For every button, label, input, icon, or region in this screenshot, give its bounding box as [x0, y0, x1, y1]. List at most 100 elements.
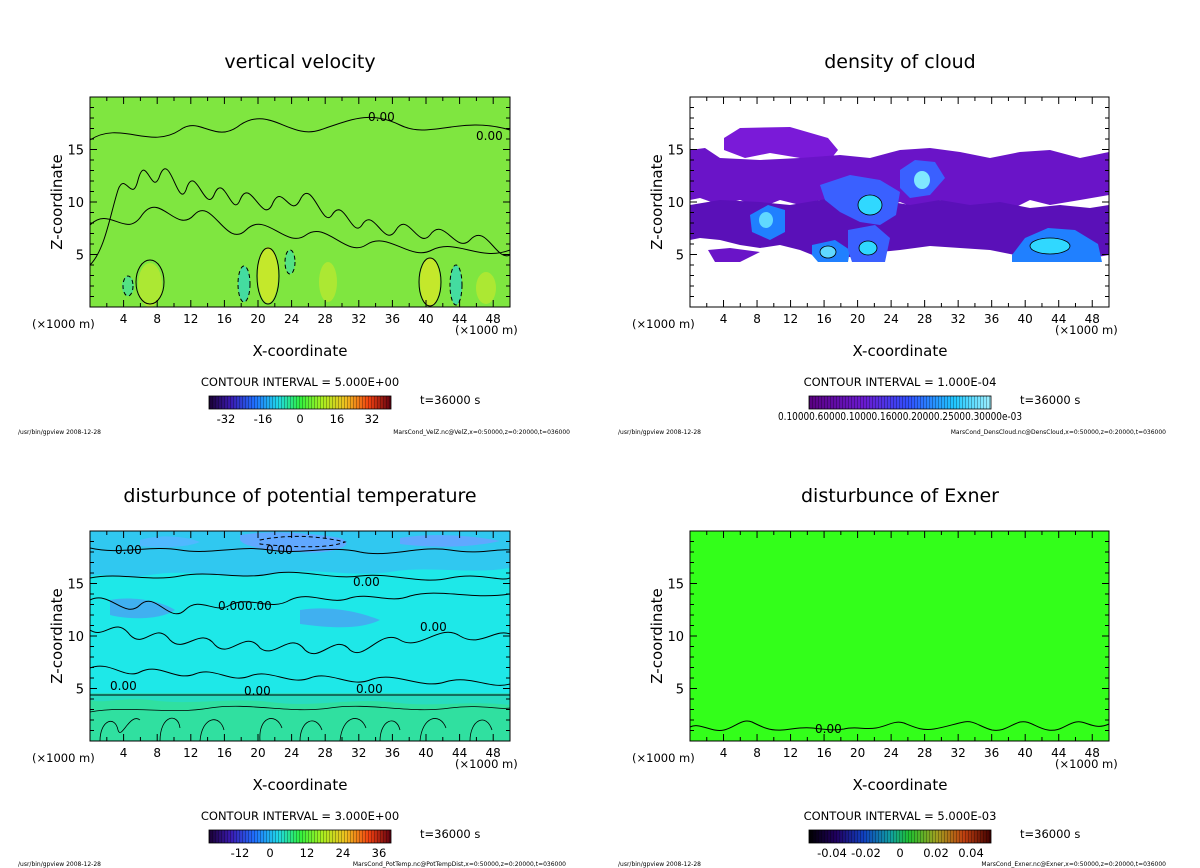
contour-line: [90, 592, 510, 615]
contour-label: 0.00: [815, 722, 842, 736]
cloud-layer: [690, 148, 1109, 210]
colorbar-tick-label: 0.10000.60000.10000.16000.20000.25000.30…: [778, 410, 1022, 423]
x-tick-label: 40: [418, 312, 433, 326]
x-tick-label: 44: [1051, 746, 1066, 760]
x-unit-left: (×1000 m): [32, 751, 95, 765]
y-ticks: 5 10 15: [67, 107, 510, 297]
cloud-peak: [857, 194, 883, 216]
footer-right: MarsCond_DensCloud.nc@DensCloud,x=0:5000…: [951, 429, 1166, 436]
x-tick-label: 4: [720, 312, 728, 326]
updraft-cell: [138, 263, 162, 307]
x-tick-label: 12: [183, 746, 198, 760]
velocity-field-features: [90, 116, 510, 307]
panel-title: disturbunce of potential temperature: [123, 485, 476, 507]
lower-layer-upper-band: [90, 693, 510, 705]
cloud-layer: [690, 195, 1109, 260]
contour-line: [90, 547, 510, 555]
y-tick-label: 10: [667, 630, 684, 645]
panel-potential-temperature: disturbunce of potential temperature 0.0…: [18, 485, 566, 868]
temperature-field-features: [90, 531, 510, 741]
upper-band: [400, 535, 500, 547]
contour-line: [689, 720, 1110, 732]
x-tick-label: 8: [753, 312, 761, 326]
x-ticks: 4 8 12 16 20 24 28 32 36 40 44 48: [106, 531, 501, 760]
y-axis-label: Z-coordinate: [48, 154, 66, 249]
cloud-peak: [1029, 237, 1071, 255]
y-tick-label: 15: [67, 578, 84, 593]
contour-loop-negative: [449, 264, 463, 306]
footer-left: /usr/bin/gpview 2008-12-28: [618, 429, 701, 436]
x-tick-label: 24: [284, 746, 299, 760]
colorbar-tick-label: 0.04: [958, 846, 984, 860]
footer-right: MarsCond_PotTemp.nc@PotTempDist,x=0:5000…: [353, 861, 566, 868]
x-tick-label: 36: [984, 312, 999, 326]
colorbar-tick-label: -32: [217, 412, 236, 426]
y-ticks: 5 10 15: [667, 541, 1109, 731]
time-label: t=36000 s: [1020, 393, 1080, 407]
colorbar-tick-label: 0.02: [923, 846, 949, 860]
updraft-cell: [319, 262, 337, 302]
contour-loop: [135, 259, 165, 305]
footer-left: /usr/bin/gpview 2008-12-28: [18, 429, 101, 436]
y-axis-label: Z-coordinate: [48, 588, 66, 683]
x-tick-label: 32: [351, 312, 366, 326]
contour-label: 0.00: [353, 575, 380, 589]
y-tick-label: 10: [667, 196, 684, 211]
footer-right: MarsCond_Exner.nc@Exner,x=0:50000,z=0:20…: [981, 861, 1166, 868]
time-label: t=36000 s: [420, 393, 480, 407]
footer-left: /usr/bin/gpview 2008-12-28: [18, 861, 101, 868]
contour-label: 0.00: [245, 599, 272, 613]
contour-line: [90, 626, 510, 655]
colorbar-tick-label: 0: [296, 412, 303, 426]
contour-loop-negative: [122, 275, 134, 297]
panel-title: disturbunce of Exner: [801, 485, 999, 507]
x-axis-label: X-coordinate: [253, 342, 348, 360]
panel-title: vertical velocity: [224, 51, 375, 73]
x-tick-label: 36: [984, 746, 999, 760]
x-tick-label: 36: [385, 312, 400, 326]
cloud-peak: [858, 240, 878, 256]
downdraft-cell: [122, 276, 134, 296]
colorbar-stripes: [809, 830, 991, 843]
x-tick-label: 40: [1018, 312, 1033, 326]
cloud-peak: [914, 171, 930, 189]
x-tick-label: 24: [883, 312, 898, 326]
updraft-cell: [420, 258, 440, 306]
x-ticks: 4 8 12 16 20 24 28 32 36 40 44 48: [706, 531, 1100, 760]
colorbar-tick-label: 12: [300, 846, 315, 860]
colorbar-tick-label: 16: [330, 412, 345, 426]
x-tick-label: 12: [183, 312, 198, 326]
contour-label: 0.00: [266, 543, 293, 557]
cloud-peak: [819, 245, 837, 259]
panel-title: density of cloud: [824, 51, 976, 73]
upper-band: [140, 536, 200, 548]
contour-line: [90, 168, 510, 266]
mid-patch: [110, 598, 175, 619]
x-tick-label: 16: [217, 746, 232, 760]
x-ticks: 4 8 12 16 20 24 28 32 36 40 44 48: [106, 97, 501, 326]
y-tick-label: 5: [676, 249, 684, 264]
x-tick-label: 4: [120, 746, 128, 760]
x-unit-right: (×1000 m): [455, 323, 518, 337]
y-ticks: 5 10 15: [667, 107, 1109, 297]
y-tick-label: 5: [76, 683, 84, 698]
colorbar-stripes: [209, 396, 391, 409]
x-tick-label: 44: [452, 312, 467, 326]
x-tick-label: 28: [917, 746, 932, 760]
x-tick-label: 48: [1085, 312, 1100, 326]
contour-interval: CONTOUR INTERVAL = 5.000E-03: [804, 809, 997, 823]
x-unit-right: (×1000 m): [1055, 757, 1118, 771]
x-tick-label: 20: [850, 746, 865, 760]
contour-loop-negative: [284, 249, 296, 275]
contour-line: [90, 116, 510, 141]
contour-line: [90, 571, 510, 581]
x-tick-label: 4: [720, 746, 728, 760]
contour-line: [90, 206, 510, 254]
y-tick-label: 15: [67, 144, 84, 159]
cloud-layer: [724, 127, 838, 160]
x-tick-label: 32: [951, 746, 966, 760]
contour-label: 0.00: [110, 679, 137, 693]
x-unit-right: (×1000 m): [455, 757, 518, 771]
x-tick-label: 8: [153, 312, 161, 326]
contour-label: 0.00: [368, 110, 395, 124]
